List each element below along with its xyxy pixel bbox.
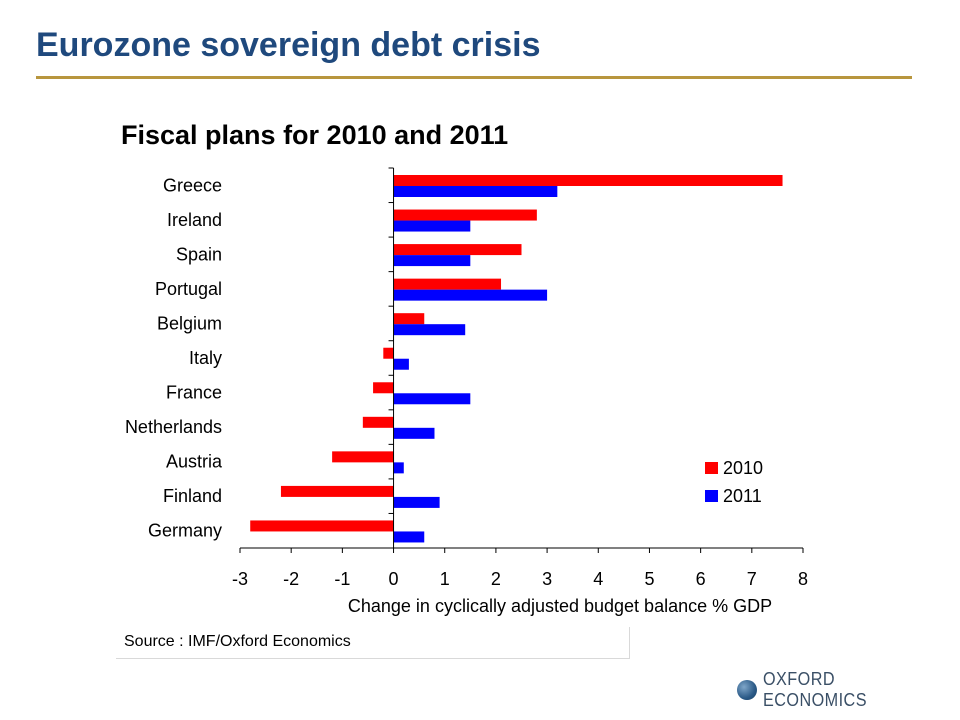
legend-swatch-2010	[705, 462, 718, 474]
globe-icon	[737, 680, 757, 700]
chart-title: Fiscal plans for 2010 and 2011	[121, 120, 508, 150]
source-note: Source : IMF/Oxford Economics	[116, 627, 630, 659]
bar-germany-2011	[393, 531, 425, 543]
x-tick-label: 2	[491, 569, 501, 589]
bar-belgium-2011	[393, 324, 466, 336]
slide-title: Eurozone sovereign debt crisis	[36, 26, 541, 64]
legend-label-2011: 2011	[723, 486, 762, 506]
bar-spain-2011	[393, 255, 471, 267]
chart-axes	[239, 167, 804, 553]
category-label-italy: Italy	[189, 348, 222, 368]
category-label-finland: Finland	[163, 486, 222, 506]
x-tick-label: 8	[798, 569, 808, 589]
x-tick-label: -2	[283, 569, 299, 589]
legend-label-2010: 2010	[723, 458, 763, 478]
legend-swatch-2011	[705, 490, 718, 502]
category-label-france: France	[166, 383, 222, 403]
bar-france-2011	[393, 393, 471, 405]
bar-finland-2011	[393, 496, 440, 508]
x-tick-labels: -3 -2 -1 0 1 2 3 4 5 6 7 8	[232, 569, 808, 589]
bar-france-2010	[373, 382, 394, 394]
category-label-spain: Spain	[176, 244, 222, 264]
category-label-greece: Greece	[163, 175, 222, 195]
bar-germany-2010	[250, 520, 394, 532]
x-tick-label: 1	[440, 569, 450, 589]
bar-greece-2011	[393, 186, 558, 197]
category-label-austria: Austria	[166, 452, 223, 472]
bar-italy-2011	[393, 358, 409, 370]
logo-text: OXFORD ECONOMICS	[762, 669, 867, 710]
bar-austria-2011	[393, 462, 404, 474]
x-tick-label: -3	[232, 569, 248, 589]
x-tick-label: 5	[644, 569, 654, 589]
bar-ireland-2010	[393, 209, 537, 221]
bar-netherlands-2010	[362, 416, 394, 428]
bar-spain-2010	[393, 244, 522, 256]
bar-ireland-2011	[393, 220, 471, 232]
x-tick-label: 4	[593, 569, 603, 589]
bar-portugal-2011	[393, 289, 548, 301]
chart-legend: 2010 2011	[705, 458, 763, 506]
company-logo: OXFORD ECONOMICS	[737, 669, 960, 710]
bar-group	[250, 175, 783, 543]
bar-netherlands-2011	[393, 427, 435, 439]
category-label-netherlands: Netherlands	[125, 417, 222, 437]
x-tick-label: 3	[542, 569, 552, 589]
x-tick-label: -1	[334, 569, 350, 589]
category-label-portugal: Portugal	[155, 279, 222, 299]
category-labels: Greece Ireland Spain Portugal Belgium Italy Fr…	[125, 175, 223, 540]
bar-italy-2010	[383, 347, 394, 359]
source-text: Source : IMF/Oxford Economics	[124, 633, 351, 650]
category-label-belgium: Belgium	[157, 313, 222, 333]
category-label-ireland: Ireland	[167, 210, 222, 230]
bar-greece-2010	[393, 175, 783, 186]
x-tick-label: 6	[696, 569, 706, 589]
x-tick-label: 7	[747, 569, 757, 589]
bar-finland-2010	[280, 485, 394, 497]
bar-austria-2010	[332, 451, 394, 463]
bar-portugal-2010	[393, 278, 502, 290]
title-divider	[36, 76, 912, 79]
x-tick-label: 0	[389, 569, 399, 589]
x-axis-title: Change in cyclically adjusted budget bal…	[348, 596, 772, 616]
category-label-germany: Germany	[148, 521, 222, 541]
bar-belgium-2010	[393, 313, 425, 325]
